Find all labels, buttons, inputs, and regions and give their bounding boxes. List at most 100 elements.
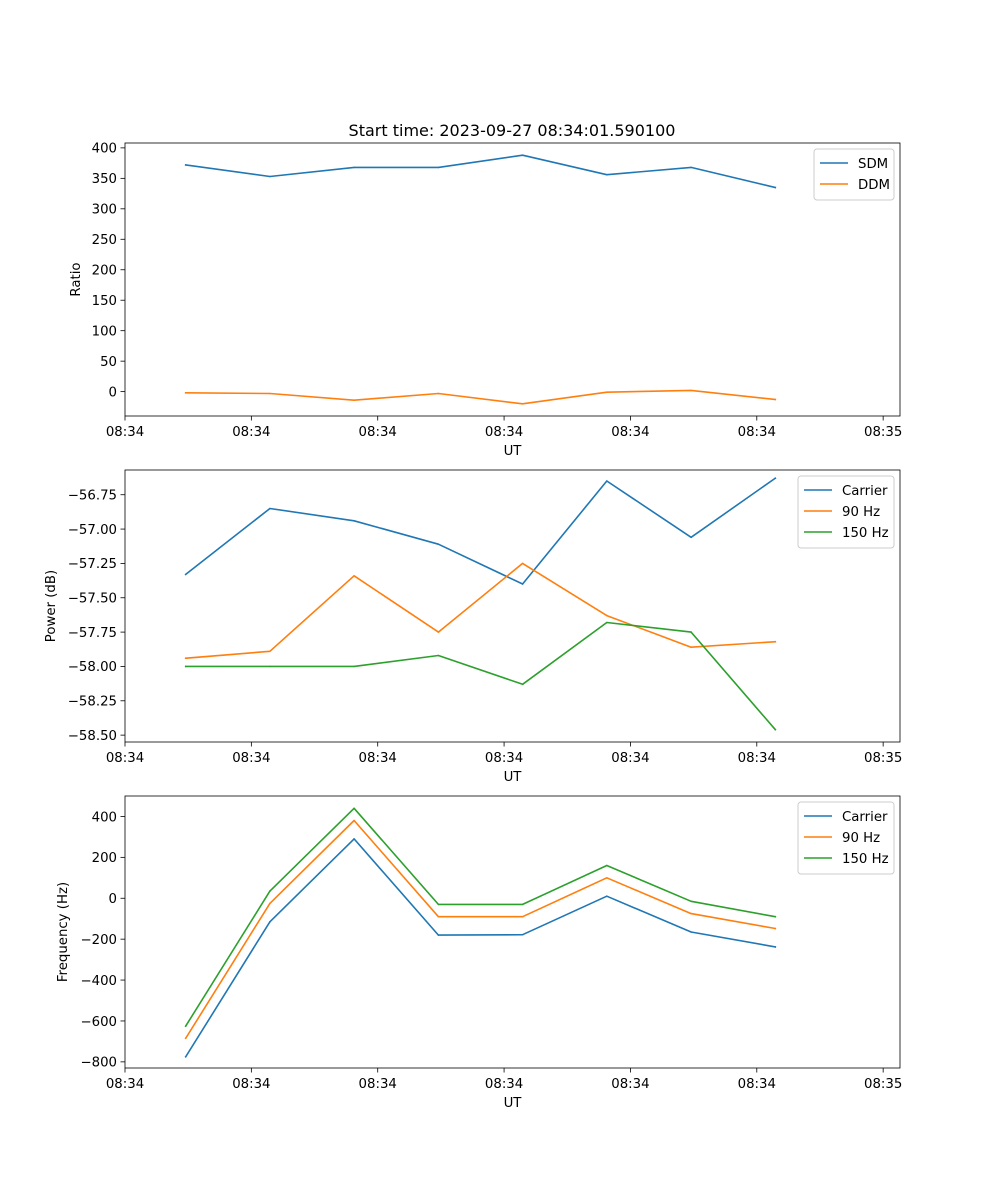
data-point-150-hz-2 <box>269 890 271 892</box>
series-line-carrier <box>184 477 777 585</box>
x-tick-label: 08:35 <box>864 1077 902 1092</box>
data-point-carrier-6 <box>606 895 608 897</box>
data-point-90-hz-4 <box>437 915 440 918</box>
y-tick-label: −57.00 <box>68 523 117 538</box>
y-tick-label: −56.75 <box>68 489 117 504</box>
panel-ratio: 08:34 08:34 08:34 08:34 08:34 08:34 08:35 0 50 10… <box>69 142 902 459</box>
legend-label: Carrier <box>842 810 888 825</box>
data-point-sdm-6 <box>606 173 608 176</box>
data-point-carrier-3 <box>353 520 355 522</box>
y-tick-label: −57.75 <box>68 626 117 641</box>
data-point-150-hz-3 <box>353 665 355 668</box>
data-point-90-hz-8 <box>774 640 777 643</box>
x-tick-label: 08:34 <box>738 751 776 766</box>
y-tick-label: 150 <box>92 294 117 309</box>
x-tick-label: 08:35 <box>864 751 902 766</box>
data-point-sdm-5 <box>521 154 524 156</box>
data-point-carrier-4 <box>437 934 440 936</box>
y-tick-label: 0 <box>109 892 117 907</box>
series-line-150-hz <box>184 807 777 1028</box>
data-point-90-hz-3 <box>353 819 355 822</box>
legend: Carrier 90 Hz 150 Hz <box>797 801 895 875</box>
legend-label: 150 Hz <box>842 852 889 867</box>
data-point-sdm-8 <box>774 186 777 189</box>
data-point-carrier-2 <box>269 921 271 923</box>
x-tick-label: 08:34 <box>232 1077 270 1092</box>
y-tick-label: 200 <box>92 264 117 279</box>
data-point-sdm-2 <box>269 175 271 178</box>
panel-power: 08:34 08:34 08:34 08:34 08:34 08:34 08:35 −58.5… <box>44 469 902 785</box>
data-point-carrier-6 <box>606 480 608 482</box>
legend-box <box>813 148 895 201</box>
data-point-90-hz-5 <box>521 562 524 565</box>
data-point-carrier-5 <box>521 583 524 585</box>
data-point-carrier-2 <box>269 507 271 510</box>
data-point-90-hz-6 <box>606 877 608 879</box>
data-point-sdm-1 <box>184 164 187 166</box>
legend-box <box>797 475 895 549</box>
legend-label: Carrier <box>842 484 888 499</box>
data-point-150-hz-7 <box>690 631 692 633</box>
data-point-ddm-6 <box>606 391 608 394</box>
data-point-carrier-7 <box>690 931 692 933</box>
data-point-90-hz-1 <box>184 1037 187 1040</box>
data-point-90-hz-2 <box>269 650 271 653</box>
data-point-carrier-5 <box>521 933 524 936</box>
data-point-150-hz-5 <box>521 903 524 906</box>
data-point-90-hz-2 <box>269 902 271 905</box>
legend-label: 90 Hz <box>842 505 880 520</box>
y-tick-label: −600 <box>80 1015 117 1030</box>
y-axis-label: Power (dB) <box>44 570 59 642</box>
series-line-sdm <box>184 154 777 189</box>
data-point-150-hz-2 <box>269 665 271 668</box>
y-tick-label: −400 <box>80 974 117 989</box>
data-point-150-hz-7 <box>690 900 692 903</box>
x-tick-label: 08:34 <box>106 425 144 440</box>
data-point-carrier-1 <box>184 573 187 576</box>
y-tick-label: −58.50 <box>68 729 117 744</box>
x-tick-label: 08:34 <box>611 751 649 766</box>
y-tick-label: −57.25 <box>68 557 117 572</box>
data-point-150-hz-1 <box>184 665 187 668</box>
data-point-90-hz-7 <box>690 646 692 648</box>
legend-label: SDM <box>858 157 888 172</box>
y-tick-label: −200 <box>80 933 117 948</box>
data-point-ddm-7 <box>690 389 692 392</box>
legend-label: 90 Hz <box>842 831 880 846</box>
x-axis-label: UT <box>504 444 523 459</box>
data-point-ddm-2 <box>269 392 271 395</box>
y-tick-label: 250 <box>92 233 117 248</box>
data-point-90-hz-1 <box>184 657 187 659</box>
data-point-carrier-8 <box>774 946 777 948</box>
data-point-90-hz-7 <box>690 912 692 915</box>
series-line-90-hz <box>184 562 777 660</box>
y-tick-label: 200 <box>92 851 117 866</box>
data-point-carrier-3 <box>353 838 355 840</box>
data-point-90-hz-5 <box>521 915 524 918</box>
x-tick-label: 08:34 <box>485 751 523 766</box>
y-tick-label: −58.25 <box>68 695 117 710</box>
legend: SDM DDM <box>813 148 895 201</box>
data-point-carrier-1 <box>184 1056 187 1058</box>
x-tick-label: 08:34 <box>106 751 144 766</box>
data-point-carrier-7 <box>690 536 692 539</box>
y-tick-label: −800 <box>80 1056 117 1071</box>
x-axis-label: UT <box>504 1096 523 1111</box>
x-tick-label: 08:34 <box>359 425 397 440</box>
x-tick-label: 08:34 <box>738 1077 776 1092</box>
data-point-150-hz-4 <box>437 903 440 906</box>
data-point-ddm-8 <box>774 398 777 401</box>
data-point-150-hz-5 <box>521 683 524 686</box>
x-tick-label: 08:34 <box>232 425 270 440</box>
x-tick-label: 08:35 <box>864 425 902 440</box>
data-point-ddm-5 <box>521 403 524 405</box>
y-tick-label: 400 <box>92 142 117 157</box>
y-axis-label: Frequency (Hz) <box>56 882 71 982</box>
y-tick-label: 0 <box>109 385 117 400</box>
data-point-90-hz-4 <box>437 631 440 633</box>
series-line-ddm <box>184 389 777 405</box>
data-point-90-hz-6 <box>606 614 608 617</box>
x-axis-label: UT <box>504 770 523 785</box>
x-tick-label: 08:34 <box>611 425 649 440</box>
